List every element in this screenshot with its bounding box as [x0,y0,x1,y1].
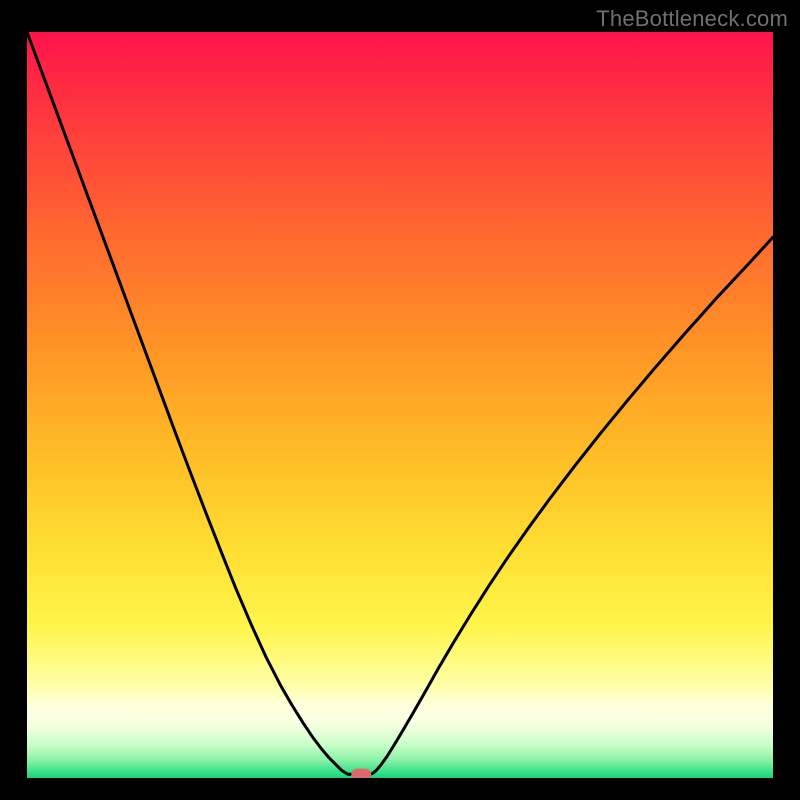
plot-area [27,32,773,778]
watermark-text: TheBottleneck.com [596,6,788,32]
optimal-point-marker [351,769,371,778]
gradient-background [27,32,773,778]
bottleneck-chart [27,32,773,778]
chart-frame: TheBottleneck.com [0,0,800,800]
